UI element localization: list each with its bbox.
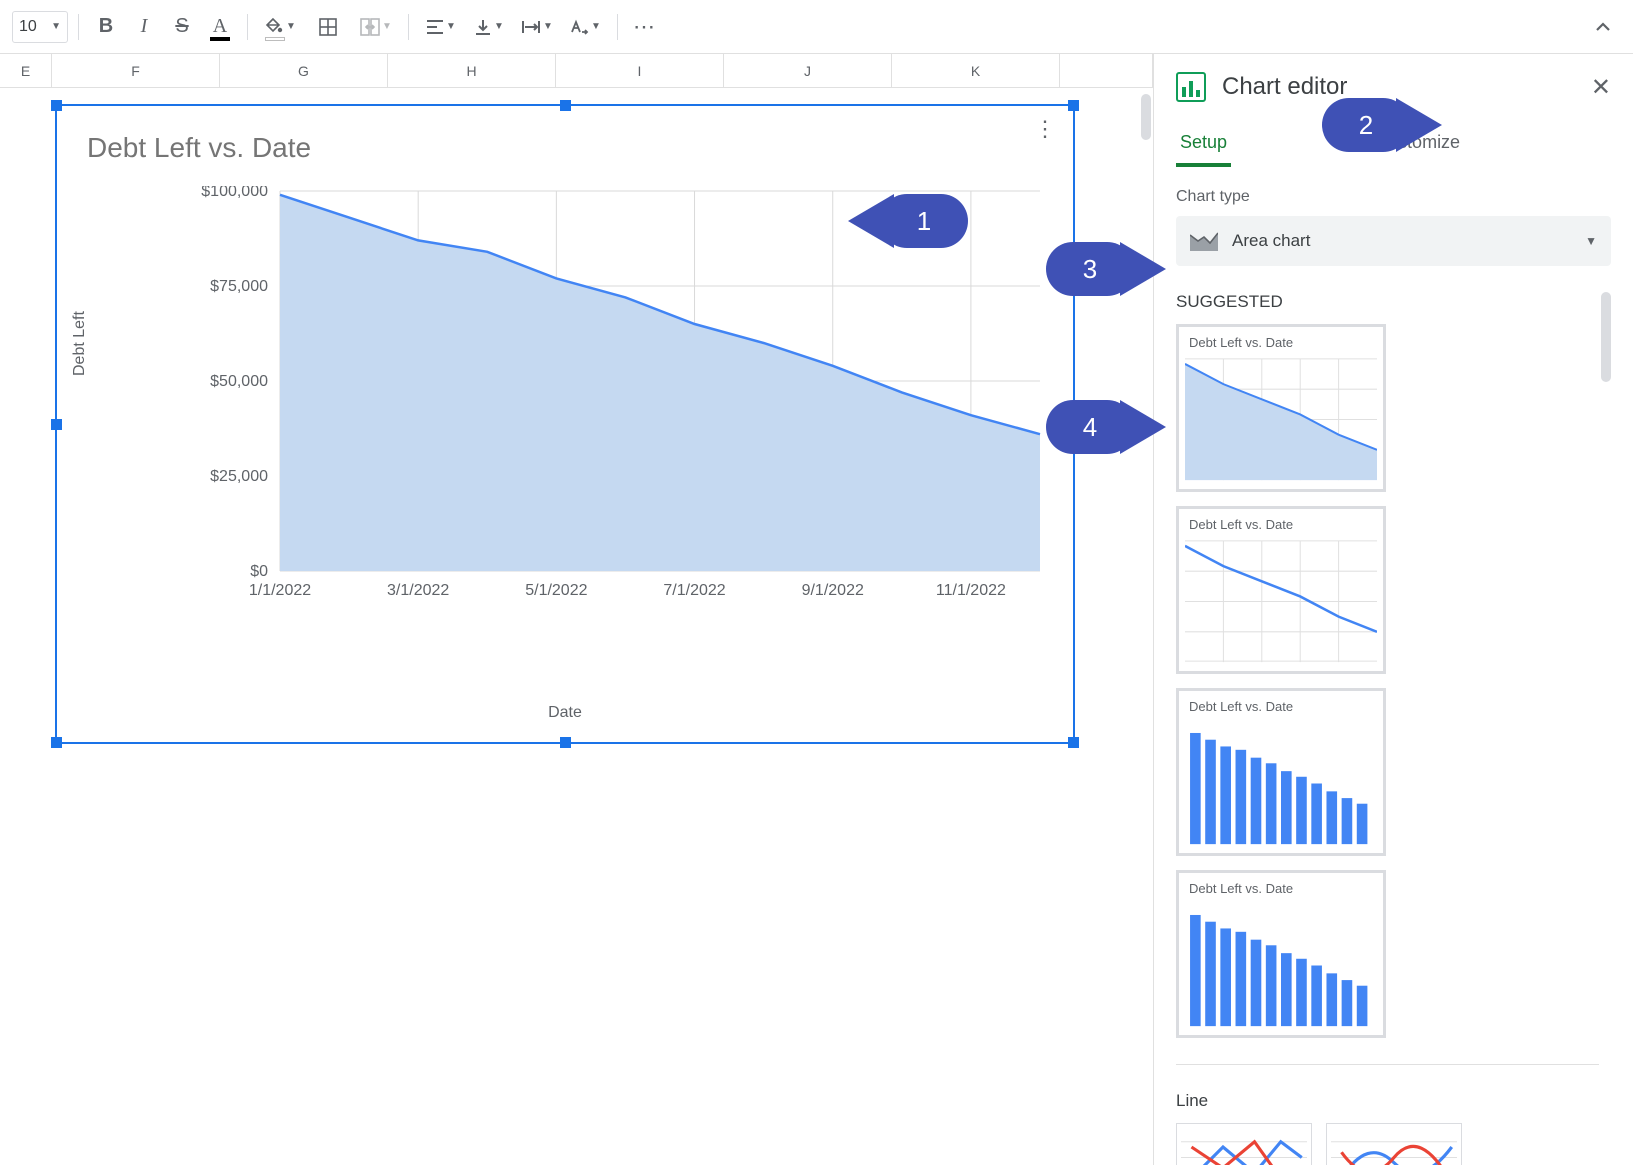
sidebar-title: Chart editor (1222, 73, 1575, 101)
column-header[interactable]: H (388, 54, 556, 87)
resize-handle[interactable] (1068, 100, 1079, 111)
tab-setup[interactable]: Setup (1176, 124, 1231, 167)
more-button[interactable]: ⋯ (628, 10, 662, 44)
x-axis-label: Date (57, 704, 1073, 722)
font-size-select[interactable]: 10 ▼ (12, 11, 68, 43)
column-header[interactable]: E (0, 54, 52, 87)
chart-type-select[interactable]: Area chart ▼ (1176, 216, 1611, 266)
column-headers: E F G H I J K (0, 54, 1153, 88)
chart-menu-button[interactable]: ⋮ (1034, 116, 1055, 142)
text-rotation-button[interactable]: ▼ (563, 10, 607, 44)
svg-text:11/1/2022: 11/1/2022 (936, 582, 1006, 599)
toolbar: 10 ▼ B I S A ▼ ▼ ▼ ▼ ▼ ▼ ⋯ (0, 0, 1633, 54)
chart-plot: $0 $25,000 $50,000 $75,000 $100,000 1/1/2022 3… (167, 186, 1053, 616)
svg-text:1/1/2022: 1/1/2022 (249, 582, 311, 599)
column-header[interactable]: K (892, 54, 1060, 87)
sidebar-scrollbar[interactable] (1601, 292, 1611, 382)
font-size-value: 10 (19, 18, 37, 36)
chart-editor-sidebar: Chart editor ✕ Setup Customize Chart typ… (1153, 54, 1633, 1165)
svg-text:7/1/2022: 7/1/2022 (663, 582, 725, 599)
resize-handle[interactable] (51, 737, 62, 748)
column-header[interactable]: I (556, 54, 724, 87)
caret-down-icon: ▼ (1585, 234, 1597, 248)
area-chart-icon (1190, 231, 1218, 251)
svg-text:$25,000: $25,000 (210, 468, 268, 485)
suggested-heading: SUGGESTED (1176, 292, 1599, 312)
text-wrap-button[interactable]: ▼ (515, 10, 559, 44)
suggested-chart-column[interactable]: Debt Left vs. Date (1176, 870, 1386, 1038)
vertical-align-button[interactable]: ▼ (467, 10, 511, 44)
bold-button[interactable]: B (89, 10, 123, 44)
chart-type-line-1[interactable] (1176, 1123, 1312, 1165)
suggested-chart-line[interactable]: Debt Left vs. Date (1176, 506, 1386, 674)
svg-text:$50,000: $50,000 (210, 373, 268, 390)
chart-title: Debt Left vs. Date (87, 132, 311, 164)
fill-color-button[interactable]: ▼ (258, 10, 302, 44)
spreadsheet-area[interactable]: E F G H I J K ⋮ Debt Left vs. Date Debt … (0, 54, 1153, 1165)
resize-handle[interactable] (560, 737, 571, 748)
text-color-button[interactable]: A (203, 10, 237, 44)
chart-type-value: Area chart (1232, 231, 1310, 251)
svg-text:5/1/2022: 5/1/2022 (525, 582, 587, 599)
italic-button[interactable]: I (127, 10, 161, 44)
column-header[interactable]: G (220, 54, 388, 87)
callout-1: 1 (880, 194, 968, 248)
caret-down-icon: ▼ (51, 21, 61, 32)
collapse-toolbar-button[interactable] (1585, 9, 1621, 45)
line-heading: Line (1176, 1091, 1599, 1111)
suggested-chart-area[interactable]: Debt Left vs. Date (1176, 324, 1386, 492)
svg-text:$100,000: $100,000 (201, 186, 268, 200)
callout-2: 2 (1322, 98, 1410, 152)
borders-button[interactable] (306, 10, 350, 44)
svg-text:3/1/2022: 3/1/2022 (387, 582, 449, 599)
vertical-scrollbar[interactable] (1141, 94, 1151, 140)
resize-handle[interactable] (1068, 737, 1079, 748)
resize-handle[interactable] (51, 100, 62, 111)
column-header[interactable]: F (52, 54, 220, 87)
svg-text:$0: $0 (250, 563, 268, 580)
chart-editor-icon (1176, 72, 1206, 102)
callout-3: 3 (1046, 242, 1134, 296)
strikethrough-button[interactable]: S (165, 10, 199, 44)
column-header[interactable]: J (724, 54, 892, 87)
chart-type-label: Chart type (1176, 188, 1611, 206)
callout-4: 4 (1046, 400, 1134, 454)
resize-handle[interactable] (51, 419, 62, 430)
horizontal-align-button[interactable]: ▼ (419, 10, 463, 44)
suggested-charts: Debt Left vs. Date (1176, 324, 1599, 1038)
suggested-chart-column[interactable]: Debt Left vs. Date (1176, 688, 1386, 856)
close-button[interactable]: ✕ (1591, 73, 1611, 102)
y-axis-label: Debt Left (71, 311, 89, 376)
chart-type-line-smooth[interactable] (1326, 1123, 1462, 1165)
svg-text:$75,000: $75,000 (210, 278, 268, 295)
resize-handle[interactable] (560, 100, 571, 111)
column-header[interactable] (1060, 54, 1153, 87)
svg-text:9/1/2022: 9/1/2022 (802, 582, 864, 599)
merge-cells-button[interactable]: ▼ (354, 10, 398, 44)
